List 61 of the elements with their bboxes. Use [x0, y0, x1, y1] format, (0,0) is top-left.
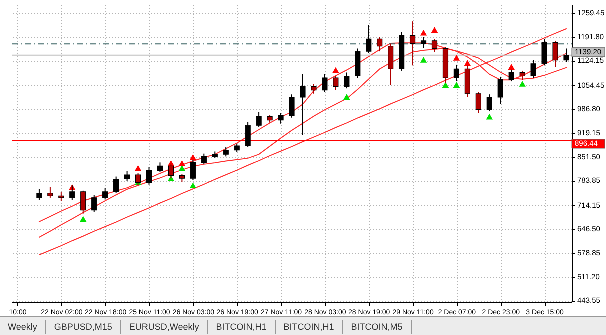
candlestick	[564, 48, 570, 63]
candlestick	[146, 166, 152, 186]
point	[420, 30, 428, 36]
candlestick	[486, 94, 492, 112]
text: BITCOIN,M5	[343, 320, 412, 334]
candlestick	[498, 76, 504, 105]
line-series	[38, 28, 568, 256]
point	[442, 82, 450, 88]
candlestick	[520, 70, 526, 81]
candlestick	[124, 170, 130, 182]
candlestick	[542, 38, 548, 66]
point	[519, 81, 526, 87]
candlestick	[157, 162, 164, 173]
point	[178, 165, 186, 172]
candlestick	[377, 36, 383, 52]
point	[190, 182, 197, 189]
point	[332, 67, 340, 74]
point	[420, 57, 428, 63]
candlestick	[114, 176, 120, 194]
text: BITCOIN,H1	[276, 320, 344, 334]
candlestick	[344, 72, 350, 90]
text: Weekly	[0, 320, 46, 334]
point	[508, 64, 515, 70]
candlestick	[58, 191, 64, 202]
text: BITCOIN,H1	[208, 320, 276, 334]
point	[453, 55, 460, 61]
candlestick	[420, 36, 427, 49]
point	[80, 216, 87, 222]
candlestick	[530, 60, 536, 79]
candlestick	[300, 74, 306, 136]
point	[134, 165, 142, 172]
candlestick	[289, 94, 295, 118]
candlestick	[366, 24, 372, 54]
candlestick	[223, 147, 229, 158]
candlestick	[333, 76, 339, 91]
candlestick	[92, 194, 98, 213]
point	[486, 114, 493, 120]
candlestick	[245, 122, 251, 148]
candlestick	[454, 64, 460, 82]
candlestick	[388, 43, 394, 86]
candlestick	[36, 188, 42, 201]
candlestick	[201, 153, 207, 165]
candlestick	[552, 40, 558, 68]
point	[464, 60, 472, 66]
candlestick	[432, 38, 438, 53]
point	[344, 94, 350, 100]
point	[431, 27, 438, 33]
candlestick	[48, 186, 54, 198]
candlestick	[322, 74, 328, 93]
candlestick	[476, 92, 482, 114]
candlestick	[410, 21, 416, 66]
candlestick	[256, 112, 262, 128]
candlestick	[102, 188, 108, 200]
point	[178, 160, 186, 166]
candlestick	[278, 112, 284, 124]
candlestick	[80, 190, 86, 214]
point	[190, 154, 197, 160]
text: GBPUSD,M15	[46, 320, 122, 334]
point	[453, 82, 460, 88]
text: EURUSD,Weekly	[121, 320, 208, 334]
candlestick	[311, 84, 317, 94]
